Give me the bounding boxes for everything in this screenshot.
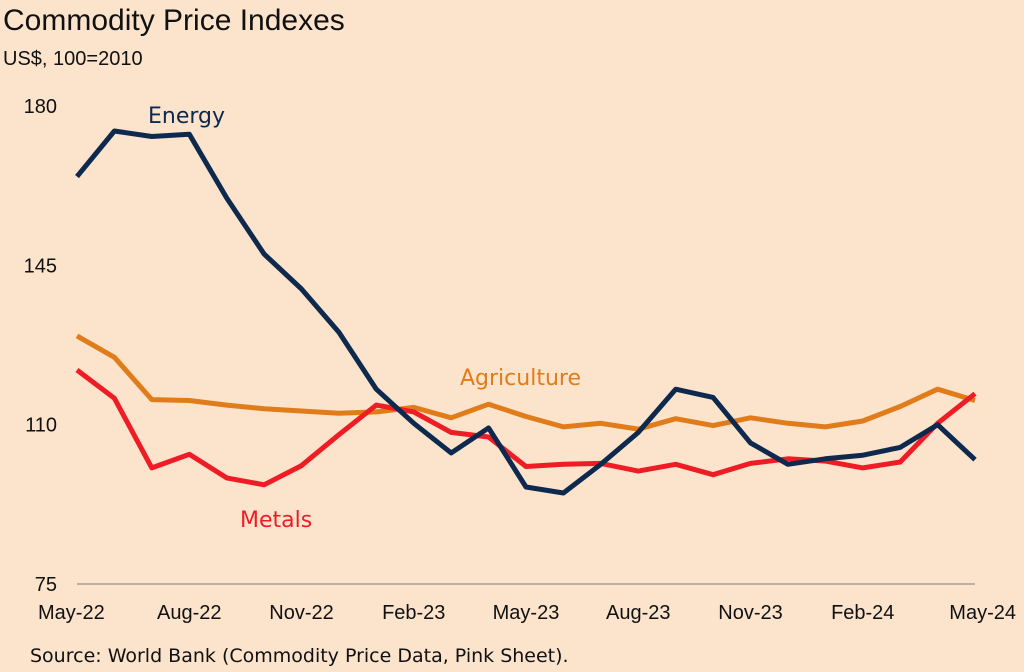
energy-series-line — [75, 128, 977, 496]
y-tick-label: 145 — [24, 255, 57, 277]
x-tick-label: Feb-24 — [831, 602, 894, 624]
x-tick-label: Aug-23 — [606, 602, 671, 624]
x-tick-label: Nov-22 — [269, 602, 333, 624]
x-tick-label: May-23 — [493, 602, 560, 624]
y-tick-label: 180 — [24, 96, 57, 118]
chart-title: Commodity Price Indexes — [3, 4, 345, 37]
x-tick-label: May-24 — [949, 602, 1016, 624]
y-axis: 75 110 145 180 — [24, 96, 57, 596]
metals-label: Metals — [240, 508, 312, 533]
chart-subtitle: US$, 100=2010 — [3, 48, 143, 70]
agriculture-label: Agriculture — [460, 366, 581, 391]
y-tick-label: 110 — [25, 415, 57, 437]
x-tick-label: Aug-22 — [157, 602, 222, 624]
agriculture-series-line — [75, 333, 976, 432]
series-group — [75, 128, 977, 496]
y-tick-label: 75 — [35, 574, 57, 596]
x-tick-label: May-22 — [38, 602, 105, 624]
energy-label: Energy — [148, 104, 225, 129]
chart-source: Source: World Bank (Commodity Price Data… — [30, 645, 569, 667]
x-axis: May-22 Aug-22 Nov-22 Feb-23 May-23 Aug-23 Nov-… — [38, 602, 1016, 624]
x-tick-label: Nov-23 — [718, 602, 782, 624]
x-tick-label: Feb-23 — [382, 602, 445, 624]
